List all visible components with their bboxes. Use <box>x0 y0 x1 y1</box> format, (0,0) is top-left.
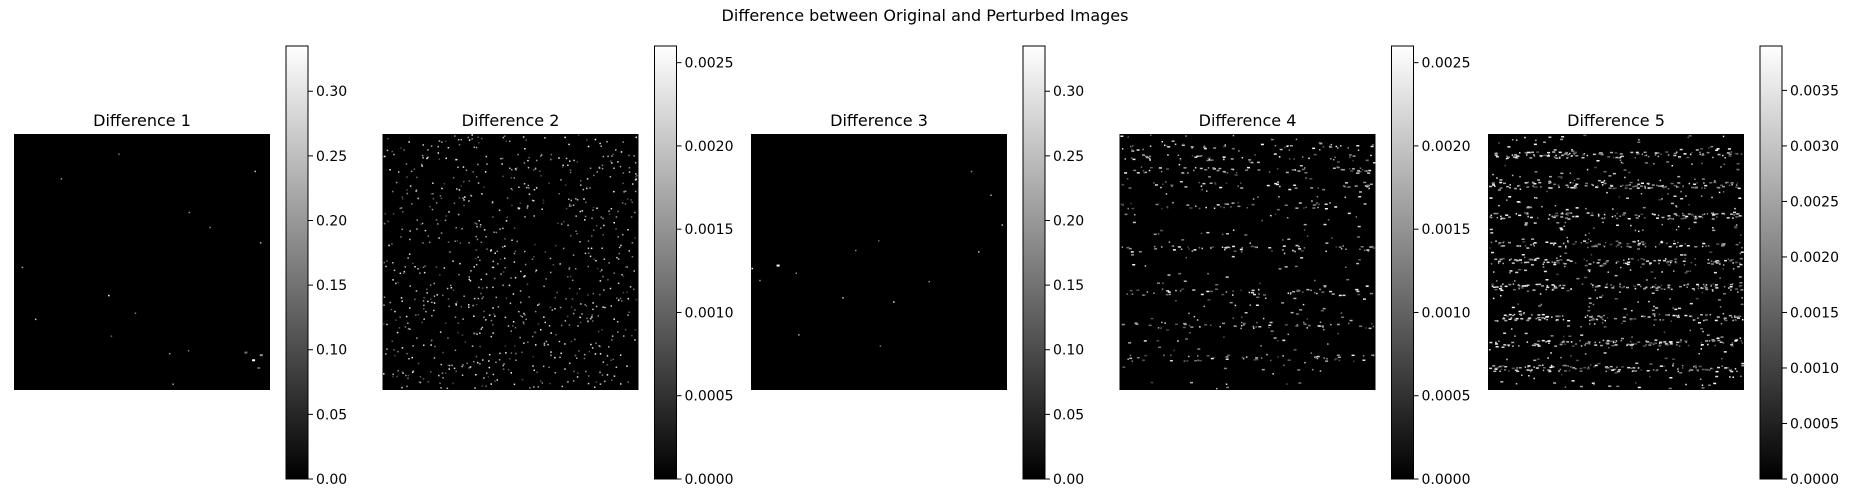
panel-title: Difference 1 <box>93 111 191 130</box>
colorbar-tick-label: 0.0020 <box>1790 250 1839 266</box>
panel-3: Difference 3 0.00 0.05 0.10 0.15 0.20 0.25 0.30 <box>751 45 1084 488</box>
panel-5: Difference 50.00000.00050.00100.00150.00… <box>1488 45 1839 488</box>
colorbar-tick-label: 0.20 <box>1053 213 1084 229</box>
colorbar-tick-label: 0.0005 <box>685 389 734 405</box>
panel-2: Difference 20.00000.00050.00100.00150.00… <box>382 45 734 488</box>
colorbar-tick-label: 0.20 <box>316 213 347 229</box>
colorbar-tick-label: 0.0025 <box>1422 56 1471 72</box>
difference-image <box>14 134 270 390</box>
colorbar-tick-label: 0.00 <box>316 472 347 488</box>
colorbar-tick-label: 0.30 <box>1053 84 1084 100</box>
colorbar-tick-label: 0.0020 <box>685 139 734 155</box>
colorbar-gradient <box>1022 45 1046 480</box>
colorbar-tick-label: 0.0000 <box>1790 472 1839 488</box>
colorbar: 0.00 0.05 0.10 0.15 0.20 0.25 0.30 <box>1022 45 1084 488</box>
colorbar: 0.00 0.05 0.10 0.15 0.20 0.25 0.30 <box>285 45 347 488</box>
colorbar: 0.0000 0.0005 0.0010 0.0015 0.0020 0.0025 0.00… <box>1759 45 1839 488</box>
colorbar-tick-label: 0.0010 <box>1422 305 1471 321</box>
colorbar-tick-label: 0.0030 <box>1790 139 1839 155</box>
colorbar-tick-label: 0.05 <box>316 407 347 423</box>
bright-spot <box>259 354 263 357</box>
difference-speckles <box>383 134 638 390</box>
bright-spot <box>244 351 248 354</box>
colorbar-gradient <box>1391 45 1414 480</box>
colorbar-tick-label: 0.0010 <box>685 305 734 321</box>
colorbar-tick-label: 0.25 <box>1053 149 1084 165</box>
difference-image <box>1488 134 1744 390</box>
colorbar-tick-label: 0.25 <box>316 149 347 165</box>
panel-title: Difference 5 <box>1567 111 1665 130</box>
colorbar-tick-label: 0.05 <box>1053 407 1084 423</box>
colorbar-tick-label: 0.0015 <box>1422 222 1471 238</box>
panel-title: Difference 4 <box>1199 111 1297 130</box>
panel-title: Difference 3 <box>830 111 928 130</box>
colorbar-tick-label: 0.15 <box>1053 278 1084 294</box>
colorbar: 0.0000 0.0005 0.0010 0.0015 0.0020 0.0025 <box>654 45 734 488</box>
colorbar-tick-label: 0.15 <box>316 278 347 294</box>
colorbar-tick-label: 0.0005 <box>1790 416 1839 432</box>
colorbar-tick-label: 0.0025 <box>1790 194 1839 210</box>
panel-4: Difference 40.00000.00050.00100.00150.00… <box>1119 45 1471 488</box>
colorbar: 0.0000 0.0005 0.0010 0.0015 0.0020 0.0025 <box>1391 45 1471 488</box>
difference-speckles <box>1120 134 1376 390</box>
colorbar-tick-label: 0.30 <box>316 84 347 100</box>
colorbar-tick-label: 0.0005 <box>1422 389 1471 405</box>
figure-title: Difference between Original and Perturbe… <box>721 6 1129 25</box>
bright-spot <box>257 366 261 369</box>
panel-1: Difference 1 0.00 0.05 0.10 0.15 0.20 0.25 0.30 <box>14 45 347 488</box>
colorbar-tick-label: 0.0015 <box>685 222 734 238</box>
bright-spot <box>252 359 256 362</box>
bright-spot <box>776 264 780 267</box>
difference-speckles <box>1489 134 1745 390</box>
colorbar-tick-label: 0.10 <box>316 343 347 359</box>
colorbar-tick-label: 0.0015 <box>1790 305 1839 321</box>
colorbar-tick-label: 0.0000 <box>685 472 734 488</box>
difference-image <box>751 134 1007 390</box>
colorbar-gradient <box>1759 45 1783 480</box>
colorbar-tick-label: 0.0025 <box>685 56 734 72</box>
colorbar-gradient <box>285 45 309 480</box>
colorbar-tick-label: 0.0035 <box>1790 83 1839 99</box>
panel-title: Difference 2 <box>462 111 560 130</box>
difference-image <box>382 134 639 390</box>
difference-image <box>1119 134 1376 390</box>
difference-speckles <box>21 153 262 385</box>
colorbar-tick-label: 0.0010 <box>1790 361 1839 377</box>
colorbar-gradient <box>654 45 677 480</box>
colorbar-tick-label: 0.0020 <box>1422 139 1471 155</box>
colorbar-tick-label: 0.0000 <box>1422 472 1471 488</box>
colorbar-tick-label: 0.00 <box>1053 472 1084 488</box>
colorbar-tick-label: 0.10 <box>1053 343 1084 359</box>
difference-speckles <box>751 170 1003 347</box>
